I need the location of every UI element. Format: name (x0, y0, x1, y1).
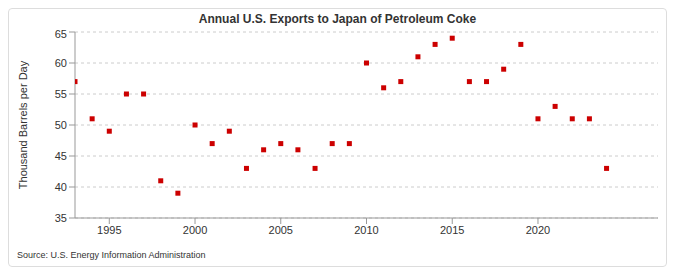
svg-text:2020: 2020 (526, 224, 550, 236)
svg-text:55: 55 (55, 88, 67, 100)
html-text:Annual U.S. Exports to Japan o: Annual U.S. Exports to Japan of Petroleu… (198, 12, 477, 26)
svg-text:60: 60 (55, 57, 67, 69)
svg-text:35: 35 (55, 212, 67, 224)
svg-text:40: 40 (55, 181, 67, 193)
svg-text:2010: 2010 (354, 224, 378, 236)
svg-text:2015: 2015 (440, 224, 464, 236)
svg-text:Thousand Barrels per Day: Thousand Barrels per Day (17, 60, 29, 189)
svg-text:1995: 1995 (97, 224, 121, 236)
svg-text:65: 65 (55, 28, 67, 40)
html-text:Source: U.S. Energy Informatio: Source: U.S. Energy Information Administ… (17, 250, 206, 260)
svg-text:50: 50 (55, 119, 67, 131)
svg-text:45: 45 (55, 150, 67, 162)
svg-text:2005: 2005 (269, 224, 293, 236)
svg-text:2000: 2000 (183, 224, 207, 236)
